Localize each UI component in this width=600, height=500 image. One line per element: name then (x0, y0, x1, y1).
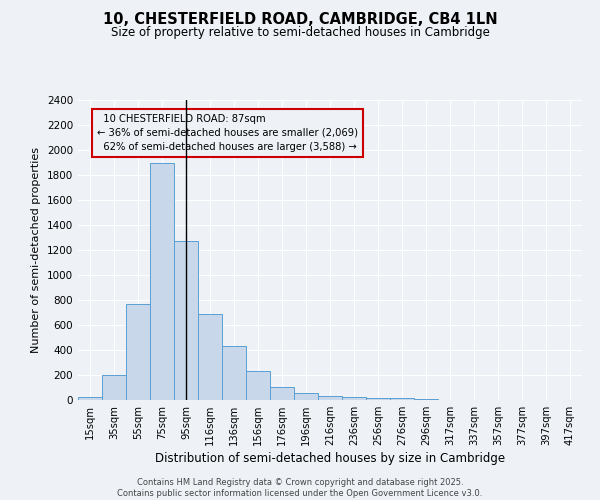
Text: Size of property relative to semi-detached houses in Cambridge: Size of property relative to semi-detach… (110, 26, 490, 39)
Text: 10, CHESTERFIELD ROAD, CAMBRIDGE, CB4 1LN: 10, CHESTERFIELD ROAD, CAMBRIDGE, CB4 1L… (103, 12, 497, 28)
Bar (270, 387, 294, 400)
Bar (414, 398, 438, 400)
Bar (294, 392, 318, 400)
Bar (126, 304, 150, 400)
Bar (78, 397, 102, 400)
Bar (150, 162, 174, 400)
Bar (198, 314, 222, 400)
Text: 10 CHESTERFIELD ROAD: 87sqm
← 36% of semi-detached houses are smaller (2,069)
  : 10 CHESTERFIELD ROAD: 87sqm ← 36% of sem… (97, 114, 358, 152)
Bar (318, 396, 342, 400)
Bar (102, 375, 126, 400)
Bar (390, 398, 414, 400)
Text: Contains HM Land Registry data © Crown copyright and database right 2025.
Contai: Contains HM Land Registry data © Crown c… (118, 478, 482, 498)
Y-axis label: Number of semi-detached properties: Number of semi-detached properties (31, 147, 41, 353)
Bar (246, 371, 270, 400)
Bar (174, 240, 198, 400)
Bar (222, 346, 246, 400)
X-axis label: Distribution of semi-detached houses by size in Cambridge: Distribution of semi-detached houses by … (155, 452, 505, 465)
Bar (342, 396, 366, 400)
Bar (366, 398, 390, 400)
